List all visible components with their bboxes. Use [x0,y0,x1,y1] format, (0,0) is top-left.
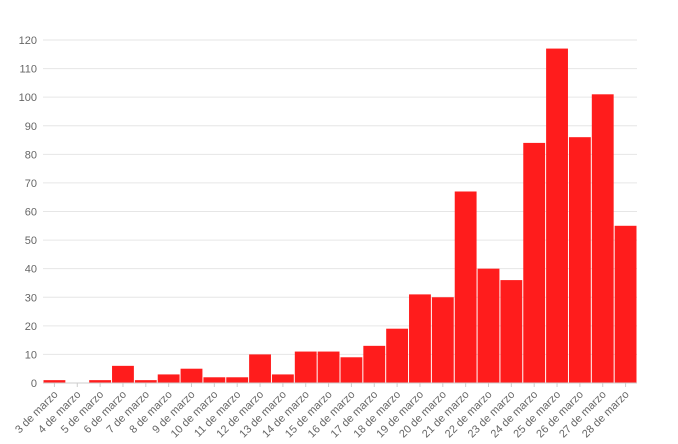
bar[interactable] [568,137,591,383]
bar[interactable] [614,225,637,383]
y-tick-label: 50 [25,235,37,247]
y-tick-label: 70 [25,178,37,190]
bars [43,48,637,383]
bar[interactable] [546,48,568,383]
y-tick-label: 120 [19,35,37,47]
y-tick-label: 10 [25,349,37,361]
y-tick-label: 40 [25,264,37,276]
bar[interactable] [294,351,317,383]
bar[interactable] [271,374,294,383]
bar[interactable] [112,365,134,383]
y-tick-label: 30 [25,292,37,304]
grid-lines [43,39,637,355]
bar[interactable] [591,94,614,383]
bar[interactable] [409,294,431,383]
axes [43,382,637,387]
bar[interactable] [477,268,500,383]
bar[interactable] [203,377,226,383]
y-tick-label: 110 [19,64,37,76]
bar[interactable] [431,297,454,383]
y-tick-label: 0 [31,378,37,390]
bar[interactable] [500,280,523,383]
bar[interactable] [523,142,546,383]
bar[interactable] [454,191,477,383]
bar[interactable] [249,354,271,383]
bar[interactable] [363,345,386,383]
bar[interactable] [43,380,66,383]
y-tick-label: 100 [19,92,37,104]
y-axis-tick-labels: 0 10 20 30 40 50 60 70 80 90 100 110 120 [19,35,37,390]
bar[interactable] [157,374,180,383]
bar[interactable] [317,351,340,383]
y-tick-label: 90 [25,121,37,133]
bar[interactable] [340,357,363,383]
bar[interactable] [226,377,249,383]
bar[interactable] [386,328,409,383]
bar[interactable] [180,368,203,383]
y-tick-label: 20 [25,321,37,333]
bar[interactable] [89,380,112,383]
bar[interactable] [134,380,157,383]
y-tick-label: 80 [25,149,37,161]
y-tick-label: 60 [25,207,37,219]
